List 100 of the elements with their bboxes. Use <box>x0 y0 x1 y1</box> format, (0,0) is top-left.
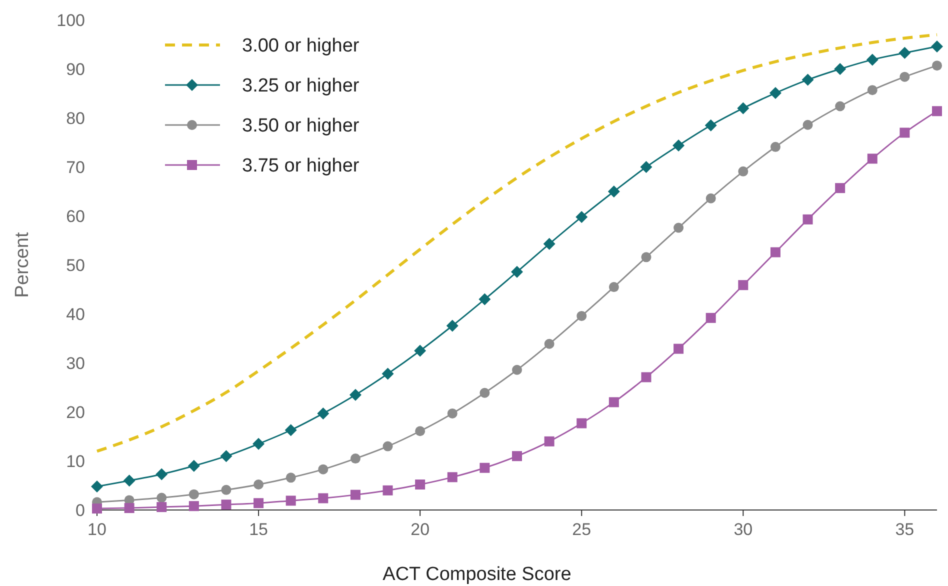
point <box>576 418 587 428</box>
point <box>867 85 878 96</box>
point <box>156 502 167 512</box>
point <box>770 142 780 152</box>
point <box>706 193 716 204</box>
point <box>931 40 943 52</box>
x-tick-label: 10 <box>88 520 106 539</box>
point <box>706 312 716 323</box>
point <box>382 368 394 380</box>
x-tick-label: 20 <box>410 520 430 539</box>
point <box>414 344 426 357</box>
legend-label: 3.75 or higher <box>242 156 360 177</box>
point <box>350 490 360 500</box>
y-tick-label: 100 <box>56 10 85 30</box>
point <box>835 101 846 112</box>
point <box>932 60 942 71</box>
point <box>802 74 814 86</box>
point <box>770 247 780 258</box>
point <box>478 293 491 306</box>
point <box>156 468 168 480</box>
point <box>252 438 265 450</box>
point <box>608 397 619 408</box>
y-tick-label: 50 <box>66 256 85 275</box>
x-axis-title: ACT Composite Score <box>382 564 572 585</box>
point <box>641 372 652 382</box>
point <box>608 282 619 292</box>
y-tick-label: 60 <box>66 206 85 226</box>
point <box>640 161 652 173</box>
point <box>543 238 556 250</box>
y-tick-label: 10 <box>66 452 85 471</box>
point <box>91 480 103 492</box>
legend-label: 3.50 or higher <box>242 116 360 137</box>
point <box>254 498 264 508</box>
point <box>415 480 426 490</box>
point <box>447 408 458 418</box>
point <box>544 436 554 446</box>
point <box>738 280 748 290</box>
point <box>92 504 102 514</box>
point <box>544 338 554 349</box>
point <box>221 500 232 510</box>
point <box>349 388 362 401</box>
point <box>512 451 522 462</box>
point <box>350 454 360 464</box>
point <box>835 183 846 194</box>
point <box>284 424 297 436</box>
point <box>641 252 652 262</box>
point <box>608 186 620 198</box>
point <box>900 128 910 138</box>
point <box>156 492 167 503</box>
y-tick-label: 90 <box>66 60 85 79</box>
point <box>123 474 136 487</box>
point <box>737 102 750 114</box>
point <box>511 266 523 278</box>
point <box>738 166 748 176</box>
x-tick-label: 25 <box>572 520 592 539</box>
point <box>221 484 232 495</box>
point <box>576 310 587 321</box>
point <box>932 106 942 116</box>
point <box>286 496 296 506</box>
point <box>318 464 328 474</box>
point <box>674 222 684 233</box>
point <box>254 480 264 490</box>
point <box>318 493 328 504</box>
point <box>382 485 393 496</box>
point <box>188 489 199 500</box>
point <box>220 450 232 462</box>
point <box>188 501 199 512</box>
y-axis-title: Percent <box>12 232 33 298</box>
point <box>415 426 426 436</box>
y-tick-label: 40 <box>66 304 85 324</box>
point <box>802 120 813 130</box>
y-tick-label: 70 <box>66 158 85 177</box>
point <box>286 472 296 483</box>
point <box>480 462 490 473</box>
legend-label: 3.00 or higher <box>242 36 360 57</box>
point <box>576 210 588 223</box>
point <box>704 119 717 132</box>
point <box>446 320 458 332</box>
point <box>802 214 813 224</box>
legend-label: 3.25 or higher <box>242 76 360 97</box>
point <box>512 364 522 375</box>
y-tick-label: 0 <box>76 500 85 520</box>
point <box>867 154 878 164</box>
x-tick-label: 30 <box>734 520 753 539</box>
y-tick-label: 30 <box>66 354 85 373</box>
y-tick-label: 80 <box>66 108 85 128</box>
point <box>382 441 393 452</box>
point <box>447 472 458 482</box>
point <box>769 87 782 100</box>
point <box>898 46 911 59</box>
point <box>674 344 684 354</box>
point <box>480 388 490 398</box>
point <box>124 503 134 514</box>
y-tick-label: 20 <box>66 402 85 422</box>
point <box>672 139 685 152</box>
point <box>834 63 846 75</box>
point <box>900 72 910 82</box>
point <box>188 460 200 472</box>
x-tick-label: 15 <box>249 520 268 539</box>
point <box>317 407 330 420</box>
